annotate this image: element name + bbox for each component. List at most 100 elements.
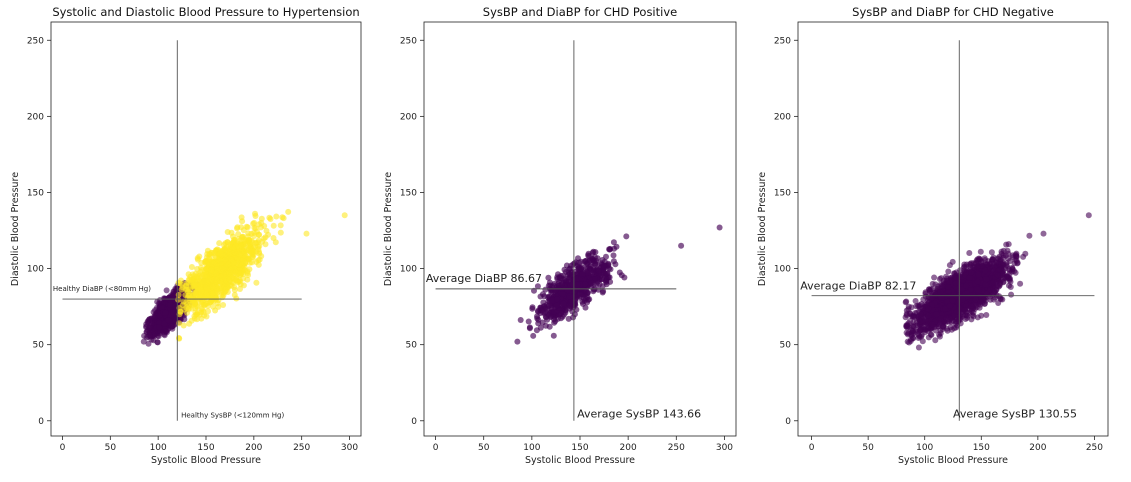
- scatter-point: [610, 252, 617, 259]
- x-axis-label: Systolic Blood Pressure: [151, 455, 261, 466]
- scatter-point: [251, 233, 257, 239]
- scatter-point: [517, 317, 524, 323]
- scatter-point: [595, 267, 602, 274]
- scatter-point: [224, 239, 231, 246]
- scatter-point: [272, 239, 279, 246]
- scatter-point: [252, 210, 258, 217]
- scatter-point: [219, 265, 226, 272]
- scatter-point: [256, 256, 263, 263]
- y-tick-label: 150: [400, 188, 417, 198]
- scatter-point: [168, 323, 175, 330]
- scatter-point: [978, 312, 985, 319]
- scatter-point: [205, 308, 211, 315]
- scatter-point: [255, 231, 262, 238]
- scatter-point: [574, 262, 580, 269]
- x-tick-label: 100: [523, 443, 540, 453]
- scatter-point: [537, 324, 544, 331]
- scatter-point: [216, 240, 223, 247]
- x-tick-label: 50: [105, 443, 117, 453]
- scatter-point: [175, 296, 182, 303]
- axes-frame: [423, 21, 737, 437]
- scatter-point: [552, 287, 559, 294]
- scatter-point: [217, 250, 224, 257]
- scatter-points: [140, 208, 348, 347]
- annotation-1: Average DiaBP 86.67: [426, 272, 542, 285]
- scatter-point: [225, 274, 232, 281]
- scatter-point: [550, 332, 557, 339]
- scatter-point: [193, 311, 200, 318]
- scatter-point: [912, 298, 919, 304]
- scatter-point: [1000, 259, 1006, 266]
- scatter-point: [203, 266, 210, 272]
- annotation-2: Healthy SysBP (<120mm Hg): [181, 411, 284, 419]
- x-tick-label: 300: [716, 443, 733, 453]
- x-tick-label: 50: [478, 443, 490, 453]
- scatter-point: [559, 281, 565, 288]
- scatter-points: [902, 212, 1092, 351]
- scatter-point: [910, 322, 917, 329]
- scatter-point: [546, 302, 553, 308]
- scatter-point: [977, 248, 984, 255]
- scatter-point: [277, 229, 284, 236]
- scatter-point: [1022, 250, 1029, 257]
- scatter-point: [600, 288, 607, 295]
- scatter-point: [1011, 268, 1018, 275]
- scatter-point: [176, 280, 183, 287]
- scatter-point: [993, 258, 1000, 265]
- scatter-point: [163, 287, 170, 294]
- scatter-point: [184, 288, 191, 295]
- scatter-point: [180, 322, 187, 329]
- scatter-point: [240, 282, 247, 289]
- scatter-point: [178, 286, 185, 293]
- x-tick-label: 100: [150, 443, 167, 453]
- x-tick-label: 300: [341, 443, 358, 453]
- scatter-point: [200, 309, 207, 315]
- scatter-point: [920, 296, 927, 303]
- scatter-point: [545, 274, 552, 281]
- scatter-point: [222, 281, 229, 287]
- scatter-point: [228, 256, 235, 263]
- scatter-point: [186, 320, 193, 327]
- scatter-point: [567, 303, 574, 310]
- scatter-point: [143, 329, 150, 335]
- scatter-point: [246, 245, 253, 252]
- scatter-point: [535, 320, 542, 327]
- scatter-point: [592, 261, 599, 268]
- scatter-point: [936, 333, 943, 340]
- scatter-point: [270, 222, 277, 229]
- chart-panel-1: Systolic and Diastolic Blood Pressure to…: [10, 5, 362, 466]
- scatter-point: [540, 291, 546, 298]
- scatter-point: [716, 224, 723, 231]
- scatter-point: [140, 338, 147, 345]
- scatter-point: [230, 279, 237, 286]
- scatter-point: [230, 236, 237, 243]
- scatter-point: [945, 268, 952, 275]
- scatter-point: [279, 214, 286, 221]
- scatter-point: [551, 308, 558, 315]
- scatter-point: [526, 325, 533, 332]
- scatter-point: [218, 278, 225, 285]
- scatter-point: [210, 289, 217, 296]
- scatter-point: [208, 249, 215, 256]
- scatter-point: [566, 293, 573, 300]
- scatter-point: [529, 304, 536, 311]
- scatter-point: [170, 309, 176, 316]
- x-tick-label: 200: [245, 443, 262, 453]
- scatter-point: [988, 249, 995, 256]
- scatter-point: [595, 286, 602, 293]
- scatter-point: [222, 246, 228, 252]
- scatter-point: [240, 227, 247, 234]
- scatter-point: [189, 293, 196, 300]
- scatter-point: [252, 243, 259, 250]
- scatter-point: [222, 257, 229, 264]
- scatter-point: [997, 296, 1004, 303]
- scatter-point: [183, 282, 190, 289]
- scatter-point: [921, 329, 928, 336]
- y-axis-label: Diastolic Blood Pressure: [383, 172, 394, 286]
- scatter-point: [238, 214, 245, 221]
- scatter-point: [584, 269, 591, 276]
- chart-panel-3: SysBP and DiaBP for CHD NegativeAverage …: [757, 5, 1109, 466]
- scatter-point: [925, 334, 932, 341]
- scatter-point: [249, 239, 256, 246]
- scatter-point: [277, 222, 284, 229]
